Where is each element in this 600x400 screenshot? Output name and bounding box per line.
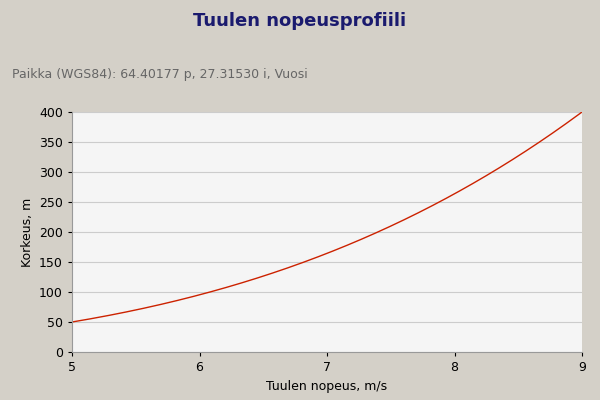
Text: Tuulen nopeusprofiili: Tuulen nopeusprofiili: [193, 12, 407, 30]
Text: Paikka (WGS84): 64.40177 p, 27.31530 i, Vuosi: Paikka (WGS84): 64.40177 p, 27.31530 i, …: [12, 68, 308, 81]
Y-axis label: Korkeus, m: Korkeus, m: [20, 197, 34, 267]
X-axis label: Tuulen nopeus, m/s: Tuulen nopeus, m/s: [266, 380, 388, 392]
